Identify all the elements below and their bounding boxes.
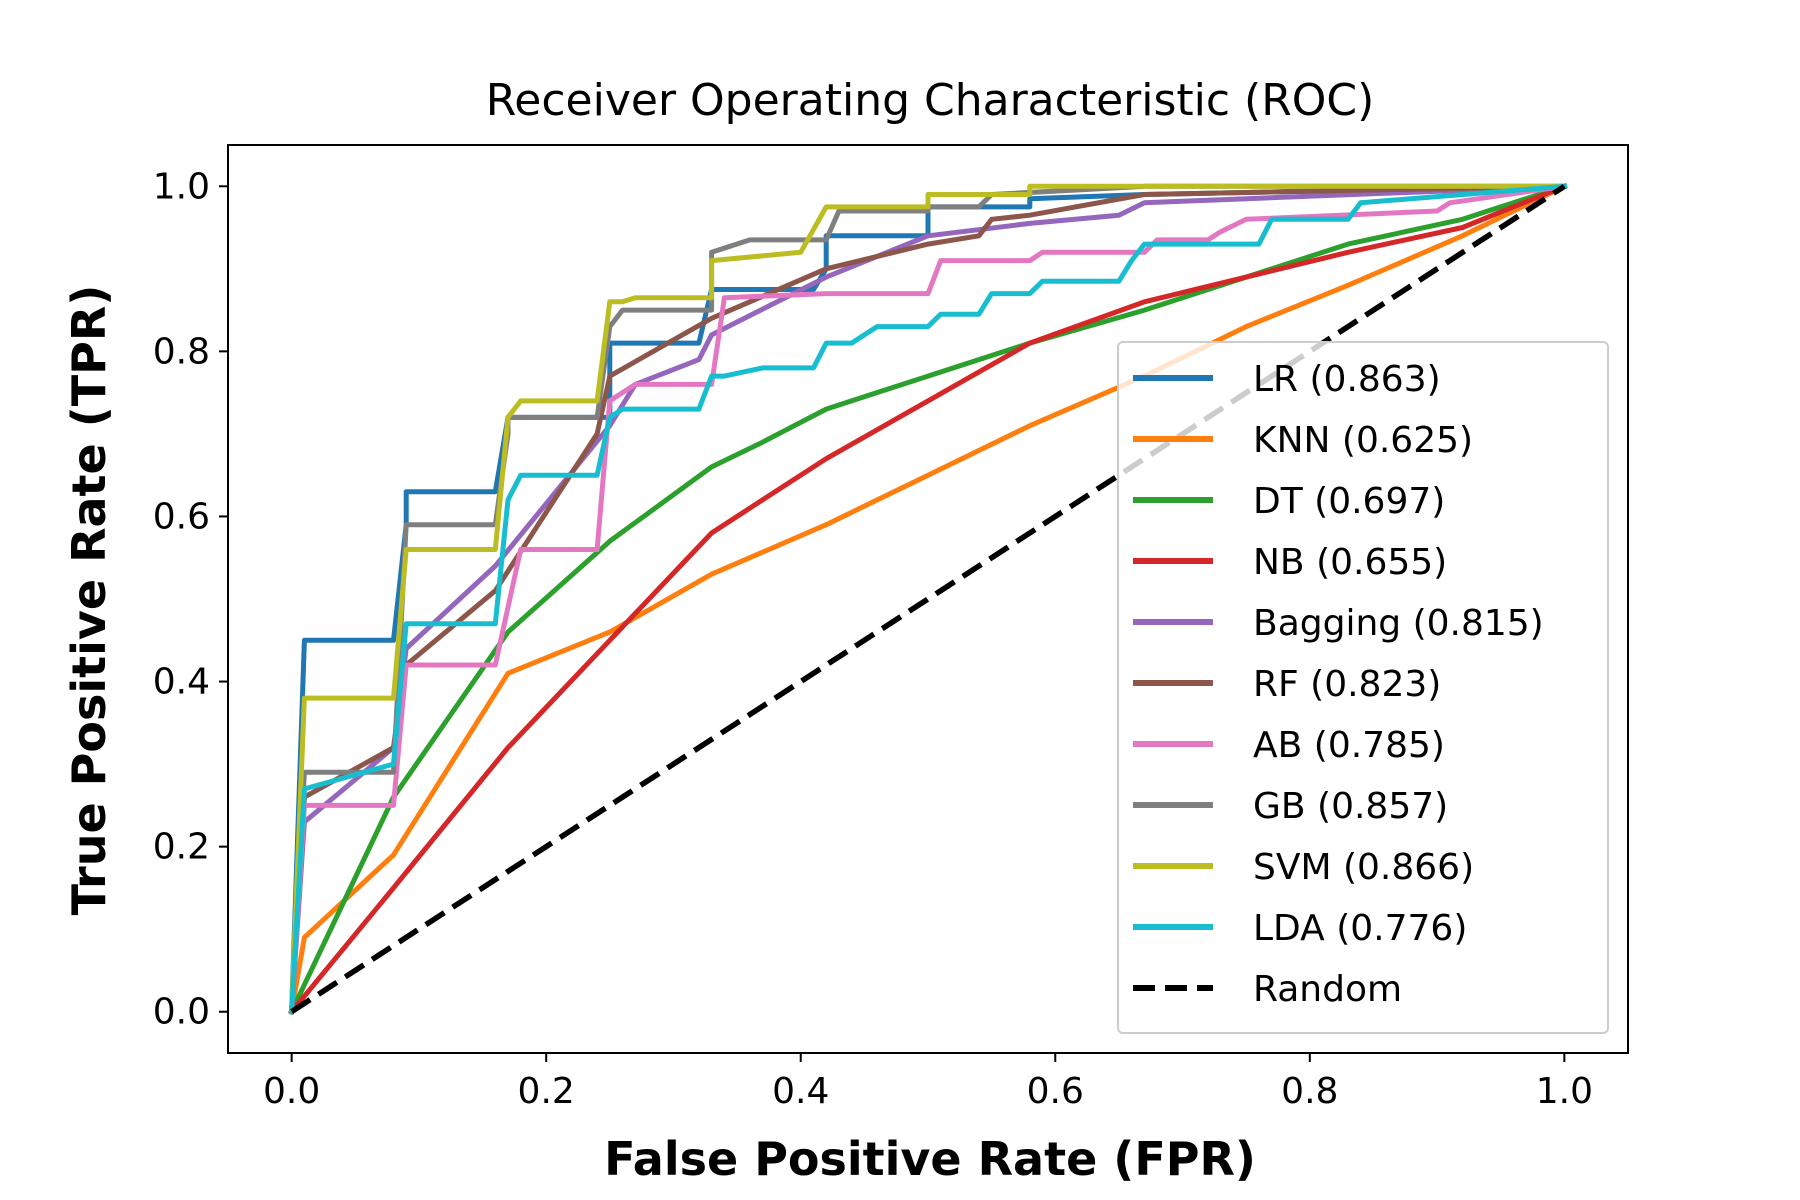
x-axis-label: False Positive Rate (FPR) bbox=[604, 1132, 1256, 1186]
legend-label-2: KNN (0.625) bbox=[1253, 420, 1473, 461]
series-line-4 bbox=[288, 183, 1568, 1016]
chart-title: Receiver Operating Characteristic (ROC) bbox=[486, 75, 1375, 126]
legend-label-1: LR (0.863) bbox=[1253, 359, 1441, 400]
legend-label-8: GB (0.857) bbox=[1253, 786, 1448, 827]
y-tick-label: 0.4 bbox=[153, 662, 210, 703]
x-tick-label: 1.0 bbox=[1536, 1071, 1593, 1112]
plot-area bbox=[227, 144, 1629, 1054]
legend-label-3: DT (0.697) bbox=[1253, 481, 1445, 522]
legend-label-6: RF (0.823) bbox=[1253, 664, 1441, 705]
x-tick-label: 0.0 bbox=[263, 1071, 320, 1112]
y-tick-label: 0.8 bbox=[153, 331, 210, 372]
y-tick-label: 1.0 bbox=[153, 166, 210, 207]
legend-label-11: Random bbox=[1253, 969, 1402, 1010]
x-tick-label: 0.6 bbox=[1027, 1071, 1084, 1112]
legend-box bbox=[1117, 341, 1609, 1034]
plot-frame bbox=[227, 144, 1629, 1054]
series-line-7 bbox=[288, 183, 1568, 1015]
x-axis: 0.0 0.2 0.4 0.6 0.8 1.0 bbox=[263, 1053, 1593, 1112]
legend-label-5: Bagging (0.815) bbox=[1253, 603, 1544, 644]
x-tick-label: 0.4 bbox=[772, 1071, 829, 1112]
y-tick-label: 0.0 bbox=[153, 992, 210, 1033]
series-line-11 bbox=[290, 183, 1566, 1015]
series-line-2 bbox=[288, 182, 1568, 1015]
series-line-8 bbox=[288, 183, 1567, 1015]
legend-label-9: SVM (0.866) bbox=[1253, 847, 1474, 888]
y-axis-label: True Positive Rate (TPR) bbox=[62, 285, 116, 916]
series-line-10 bbox=[288, 183, 1568, 1015]
x-tick-label: 0.8 bbox=[1281, 1071, 1338, 1112]
series-line-3 bbox=[288, 183, 1568, 1016]
legend-label-4: NB (0.655) bbox=[1253, 542, 1447, 583]
series-line-9 bbox=[289, 183, 1567, 1015]
x-tick-label: 0.2 bbox=[518, 1071, 575, 1112]
y-tick-label: 0.2 bbox=[153, 827, 210, 868]
series-line-1 bbox=[289, 183, 1567, 1015]
legend: LR (0.863) KNN (0.625) DT (0.697) NB (0.655… bbox=[1117, 341, 1609, 1034]
y-axis: 0.0 0.2 0.4 0.6 0.8 1.0 bbox=[153, 166, 228, 1033]
y-tick-label: 0.6 bbox=[153, 496, 210, 537]
legend-label-10: LDA (0.776) bbox=[1253, 908, 1467, 949]
legend-label-7: AB (0.785) bbox=[1253, 725, 1445, 766]
